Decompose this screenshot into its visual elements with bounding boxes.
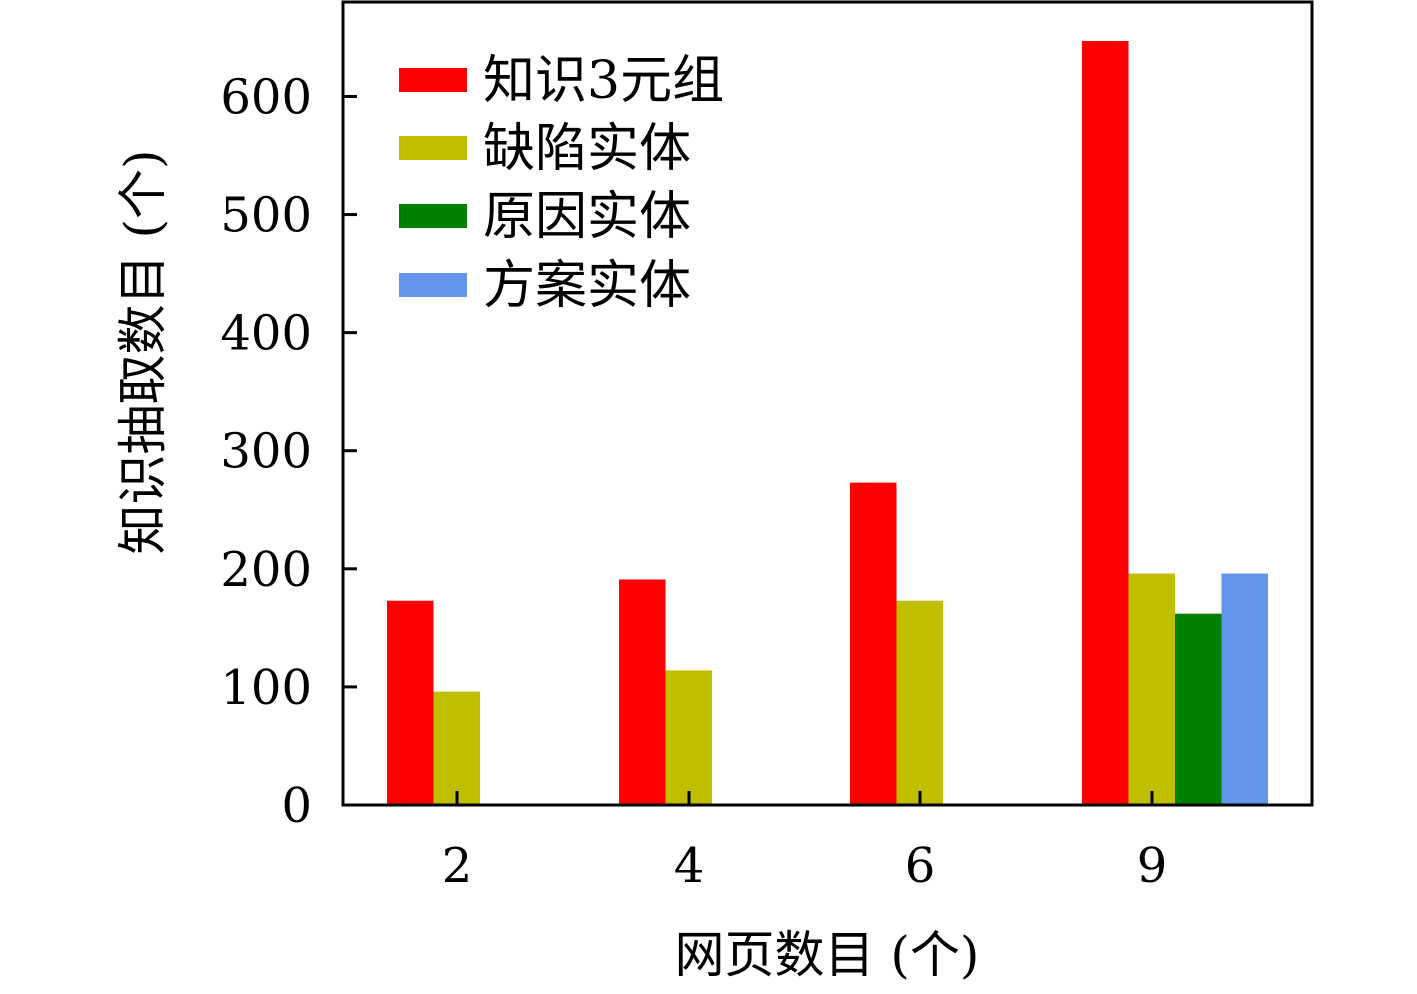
bar-6-series-1: [896, 600, 943, 805]
bar-2-series-1: [433, 691, 480, 805]
bar-4-series-1: [665, 670, 712, 805]
axes-group: [341, 0, 1314, 807]
bar-9-series-2: [1175, 613, 1222, 805]
y-tick-label: 600: [220, 69, 312, 125]
y-ticks-group: 0 100 200 300 400 500 600: [220, 69, 357, 834]
x-tick-label: 2: [442, 838, 473, 894]
legend-swatch-3: [399, 273, 467, 297]
bar-2-series-0: [387, 600, 434, 805]
y-tick-label: 500: [220, 188, 312, 244]
legend-swatch-1: [399, 136, 467, 160]
bar-6-series-0: [850, 482, 897, 805]
legend-swatch-0: [399, 68, 467, 92]
y-tick-label: 100: [220, 660, 312, 716]
bar-4-series-0: [619, 579, 666, 805]
y-tick-label: 400: [220, 306, 312, 362]
bar-9-series-1: [1128, 573, 1175, 805]
x-tick-label: 4: [674, 838, 705, 894]
x-ticks-group: 2 4 6 9: [442, 791, 1168, 894]
legend-label-2: 原因实体: [483, 187, 691, 247]
plot-frame: [341, 0, 1314, 807]
bar-9-series-0: [1082, 40, 1129, 805]
y-tick-label: 300: [220, 424, 312, 480]
x-tick-label: 9: [1137, 838, 1168, 894]
y-tick-label: 0: [281, 778, 312, 834]
legend-label-3: 方案实体: [483, 256, 691, 316]
y-axis-title: 知识抽取数目 (个): [114, 150, 172, 555]
legend-label-1: 缺陷实体: [483, 119, 691, 179]
x-tick-label: 6: [905, 838, 936, 894]
bar-9-series-3: [1221, 573, 1268, 805]
y-tick-label: 200: [220, 542, 312, 598]
bars-group: [387, 40, 1268, 805]
legend-swatch-2: [399, 204, 467, 228]
x-axis-title: 网页数目 (个): [675, 926, 980, 984]
legend-label-0: 知识3元组: [483, 51, 724, 111]
